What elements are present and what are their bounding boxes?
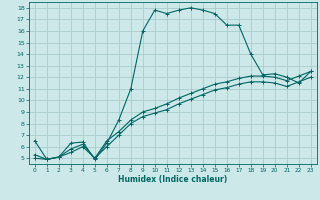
X-axis label: Humidex (Indice chaleur): Humidex (Indice chaleur) [118,175,228,184]
